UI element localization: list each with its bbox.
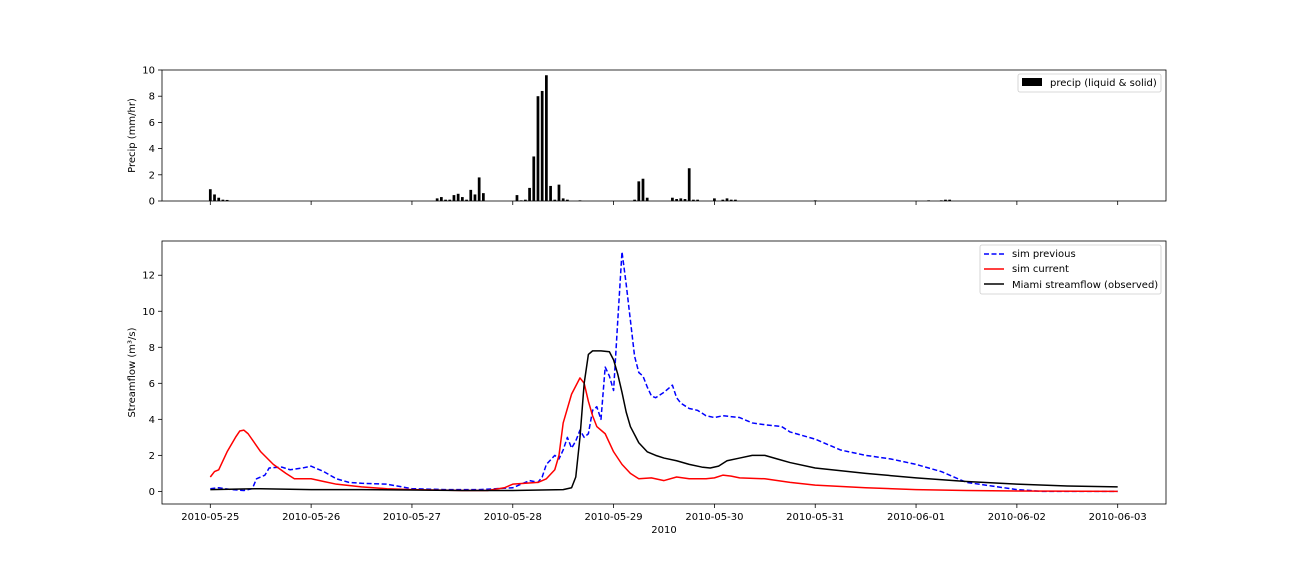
observed-streamflow-line [210,350,1118,492]
precip-bar-45 [729,199,733,201]
precip-bar-10 [456,193,460,201]
precip-bar-17 [515,195,519,201]
streamflow-legend: sim previous sim current Miami streamflo… [979,244,1162,295]
precip-bar-4 [225,199,229,201]
precip-bar-9 [452,195,456,201]
precip-bar-24 [545,75,548,201]
streamflow-x-tick-label-4: 2010-05-29 [585,512,643,523]
precip-bar-0 [208,189,212,201]
precip-bar-46 [734,199,737,201]
precip-legend-swatch [1022,78,1042,86]
precip-panel: 0 2 4 6 8 10 Precip (mm/hr) precip (liquid & … [127,66,1167,208]
streamflow-x-ticks: 2010-05-25 2010-05-26 2010-05-27 2010-05-28… [181,504,1147,523]
precip-legend: precip (liquid & solid) [1017,73,1162,93]
streamflow-y-tick-label-0: 0 [149,487,155,498]
streamflow-y-axis-label: Streamflow (m³/s) [127,327,138,417]
precip-bar-42 [713,198,716,201]
precip-bar-26 [553,199,557,201]
streamflow-x-tick-label-8: 2010-06-02 [988,512,1046,523]
precip-bar-28 [561,198,565,201]
precip-bar-38 [683,199,687,201]
precip-bar-5 [435,198,439,201]
precip-bar-44 [725,198,729,201]
precip-bar-32 [637,181,641,201]
streamflow-panel: 0 2 4 6 8 10 12 2010-05-25 2010-05-26 2010-05-27… [127,240,1167,536]
precip-bar-31 [633,199,636,201]
precip-bar-16 [482,193,485,201]
streamflow-y-ticks: 0 2 4 6 8 10 12 [142,271,162,498]
legend-sim-previous-label: sim previous [1012,249,1076,260]
streamflow-legend-box [979,244,1162,295]
streamflow-x-tick-label-2: 2010-05-27 [383,512,441,523]
precip-bar-39 [687,168,691,201]
precip-bar-8 [448,199,452,201]
precip-y-tick-label-1: 2 [149,170,155,181]
precip-y-tick-label-0: 0 [149,197,155,208]
precip-bar-3 [221,199,225,201]
precip-bar-23 [540,90,544,201]
streamflow-lines [209,251,1118,493]
streamflow-x-tick-label-1: 2010-05-26 [282,512,340,523]
precip-legend-label: precip (liquid & solid) [1050,78,1157,89]
precip-y-ticks: 0 2 4 6 8 10 [142,66,162,208]
streamflow-y-tick-label-6: 12 [142,271,155,282]
legend-observed-label: Miami streamflow (observed) [1012,280,1158,291]
precip-bar-29 [566,199,569,201]
precip-legend-box [1017,73,1162,93]
streamflow-y-tick-label-4: 8 [149,343,155,354]
precip-bar-25 [549,185,552,201]
precip-bar-33 [641,178,645,201]
precip-bar-34 [645,197,649,201]
streamflow-plot-frame [161,240,1167,505]
precip-bar-15 [477,177,481,201]
precip-bar-6 [439,197,443,201]
sim-current-line [209,377,1118,493]
precip-bar-37 [679,198,683,201]
precip-bar-22 [536,96,540,201]
precip-bar-41 [696,199,699,201]
streamflow-y-tick-label-1: 2 [149,451,155,462]
precip-bar-40 [692,199,695,201]
precip-y-tick-label-5: 10 [142,66,155,77]
precip-bar-1 [213,194,216,201]
streamflow-x-tick-label-5: 2010-05-30 [685,512,743,523]
streamflow-x-tick-label-9: 2010-06-03 [1089,512,1147,523]
precip-bar-43 [721,199,725,201]
precip-bar-35 [671,197,674,201]
precip-bar-27 [557,184,561,202]
streamflow-y-tick-label-2: 4 [149,415,155,426]
precip-bar-19 [524,199,527,201]
streamflow-y-tick-label-3: 6 [149,379,155,390]
precip-bar-51 [948,199,952,201]
precip-x-ticks [209,201,1119,205]
precip-bar-2 [217,197,221,201]
sim-previous-line [210,251,1118,493]
precip-bar-7 [444,199,447,201]
precip-bars [208,75,952,202]
precip-bar-11 [460,197,464,201]
precip-y-tick-label-3: 6 [149,118,155,129]
legend-sim-current-label: sim current [1012,264,1069,275]
precip-y-axis-label: Precip (mm/hr) [127,98,138,173]
precip-bar-50 [944,199,947,201]
streamflow-y-tick-label-5: 10 [142,307,155,318]
precip-bar-21 [532,156,536,201]
streamflow-x-tick-label-3: 2010-05-28 [484,512,542,523]
precip-bar-14 [473,194,477,201]
precip-bar-13 [469,189,473,201]
precip-bar-12 [465,199,468,201]
streamflow-x-tick-label-0: 2010-05-25 [181,512,239,523]
precip-plot-frame [161,69,1167,202]
precip-bar-20 [528,187,531,201]
streamflow-x-axis-label: 2010 [651,525,676,536]
precip-bar-36 [675,199,678,201]
precip-y-tick-label-4: 8 [149,92,155,103]
precip-y-tick-label-2: 4 [149,144,155,155]
streamflow-x-tick-label-6: 2010-05-31 [786,512,844,523]
streamflow-x-tick-label-7: 2010-06-01 [887,512,945,523]
